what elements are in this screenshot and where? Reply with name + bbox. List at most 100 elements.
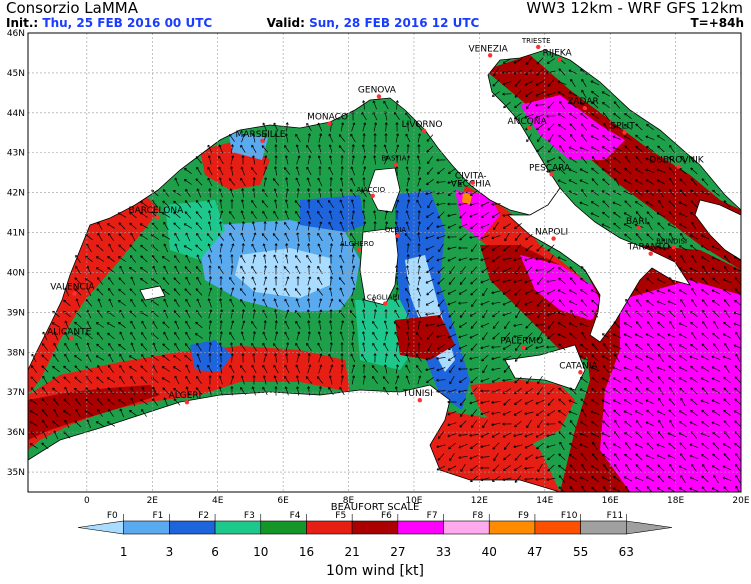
wind-arrow bbox=[317, 342, 323, 352]
wind-arrow bbox=[579, 355, 589, 361]
wind-arrow bbox=[373, 221, 377, 231]
wind-arrow bbox=[613, 211, 621, 218]
wind-arrow bbox=[712, 453, 720, 461]
city-dot bbox=[526, 125, 532, 131]
wind-arrow bbox=[117, 212, 127, 218]
wind-arrow bbox=[274, 386, 278, 396]
wind-arrow bbox=[395, 375, 400, 385]
wind-arrow bbox=[678, 201, 688, 207]
wind-arrow bbox=[296, 221, 301, 231]
wind-arrow bbox=[117, 256, 126, 262]
wind-arrow bbox=[118, 343, 126, 351]
wind-arrow bbox=[592, 441, 598, 450]
wind-arrow bbox=[295, 177, 301, 187]
wind-arrow bbox=[623, 432, 632, 438]
city-label: ALGERI bbox=[169, 391, 202, 401]
wind-arrow bbox=[95, 421, 104, 427]
wind-arrow bbox=[274, 133, 278, 143]
legend-value-label: 16 bbox=[299, 545, 314, 559]
wind-arrow bbox=[340, 122, 345, 132]
wind-arrow bbox=[139, 234, 148, 240]
wind-arrow bbox=[668, 189, 675, 197]
wind-arrow bbox=[284, 210, 289, 220]
wind-arrow bbox=[74, 420, 82, 428]
wind-arrow bbox=[447, 202, 457, 206]
wind-arrow bbox=[240, 375, 245, 385]
wind-arrow bbox=[658, 397, 664, 406]
wind-arrow bbox=[273, 254, 279, 264]
wind-arrow bbox=[513, 433, 523, 438]
wind-arrow bbox=[316, 288, 324, 296]
wind-arrow bbox=[503, 453, 511, 461]
wind-arrow bbox=[590, 135, 600, 141]
wind-arrow bbox=[307, 276, 312, 286]
wind-arrow bbox=[723, 288, 731, 296]
wind-arrow bbox=[130, 331, 136, 340]
wind-arrow bbox=[569, 332, 577, 340]
wind-arrow bbox=[185, 320, 191, 330]
wind-arrow bbox=[395, 122, 399, 132]
wind-arrow bbox=[252, 188, 256, 198]
wind-arrow bbox=[591, 475, 599, 482]
wind-arrow bbox=[602, 102, 610, 108]
wind-arrow bbox=[317, 276, 323, 286]
wind-arrow bbox=[252, 298, 257, 308]
wind-arrow bbox=[349, 310, 357, 318]
wind-arrows bbox=[29, 57, 741, 492]
wind-arrow bbox=[241, 353, 245, 363]
wind-arrow bbox=[689, 234, 699, 240]
wind-arrow bbox=[678, 432, 688, 438]
wind-arrow bbox=[700, 454, 709, 460]
wind-arrow bbox=[75, 254, 81, 263]
wind-arrow bbox=[558, 266, 566, 273]
city-dot bbox=[395, 233, 400, 238]
wind-arrow bbox=[64, 419, 70, 429]
wind-arrow bbox=[546, 157, 556, 163]
wind-arrow bbox=[678, 344, 688, 350]
wind-arrow bbox=[362, 221, 367, 231]
wind-arrow bbox=[658, 188, 664, 198]
wind-arrow bbox=[711, 267, 721, 273]
legend-value-label: 40 bbox=[482, 545, 497, 559]
wind-arrow bbox=[482, 332, 488, 341]
wind-arrow bbox=[74, 365, 82, 373]
wind-arrow bbox=[406, 342, 411, 352]
city-dot bbox=[582, 105, 588, 111]
wind-arrow bbox=[656, 212, 666, 218]
wind-arrow bbox=[491, 212, 500, 218]
wind-arrow bbox=[678, 377, 688, 383]
wind-arrow bbox=[590, 190, 599, 196]
wind-arrow bbox=[318, 221, 323, 231]
wind-arrow bbox=[119, 364, 125, 373]
wind-arrow bbox=[569, 486, 576, 492]
wind-arrow bbox=[580, 68, 588, 76]
wind-arrow bbox=[328, 199, 334, 208]
wind-arrow bbox=[524, 69, 533, 75]
wind-arrow bbox=[174, 331, 180, 340]
wind-arrow bbox=[218, 144, 224, 154]
wind-arrow bbox=[524, 454, 533, 460]
wind-arrow bbox=[581, 188, 587, 197]
wind-arrow bbox=[656, 410, 666, 416]
wind-arrow bbox=[668, 211, 676, 219]
wind-arrow bbox=[284, 331, 290, 341]
wind-arrow bbox=[383, 144, 388, 154]
wind-arrow bbox=[667, 333, 677, 339]
wind-arrow bbox=[647, 364, 653, 373]
wind-arrow bbox=[140, 343, 148, 351]
wind-arrow bbox=[295, 364, 301, 374]
wind-arrow bbox=[723, 398, 731, 406]
wind-arrow bbox=[558, 464, 566, 472]
wind-arrow bbox=[470, 376, 478, 384]
valid-label: Valid: bbox=[266, 16, 305, 30]
wind-arrow bbox=[263, 155, 268, 165]
wind-arrow bbox=[307, 133, 311, 143]
lat-label: 44N bbox=[7, 109, 25, 119]
wind-arrow bbox=[678, 267, 688, 273]
wind-arrow bbox=[64, 386, 70, 396]
wind-arrow bbox=[252, 331, 256, 341]
legend-swatch bbox=[397, 520, 444, 535]
legend-value-label: 6 bbox=[211, 545, 219, 559]
wind-arrow bbox=[85, 398, 93, 406]
wind-arrow bbox=[547, 332, 555, 340]
